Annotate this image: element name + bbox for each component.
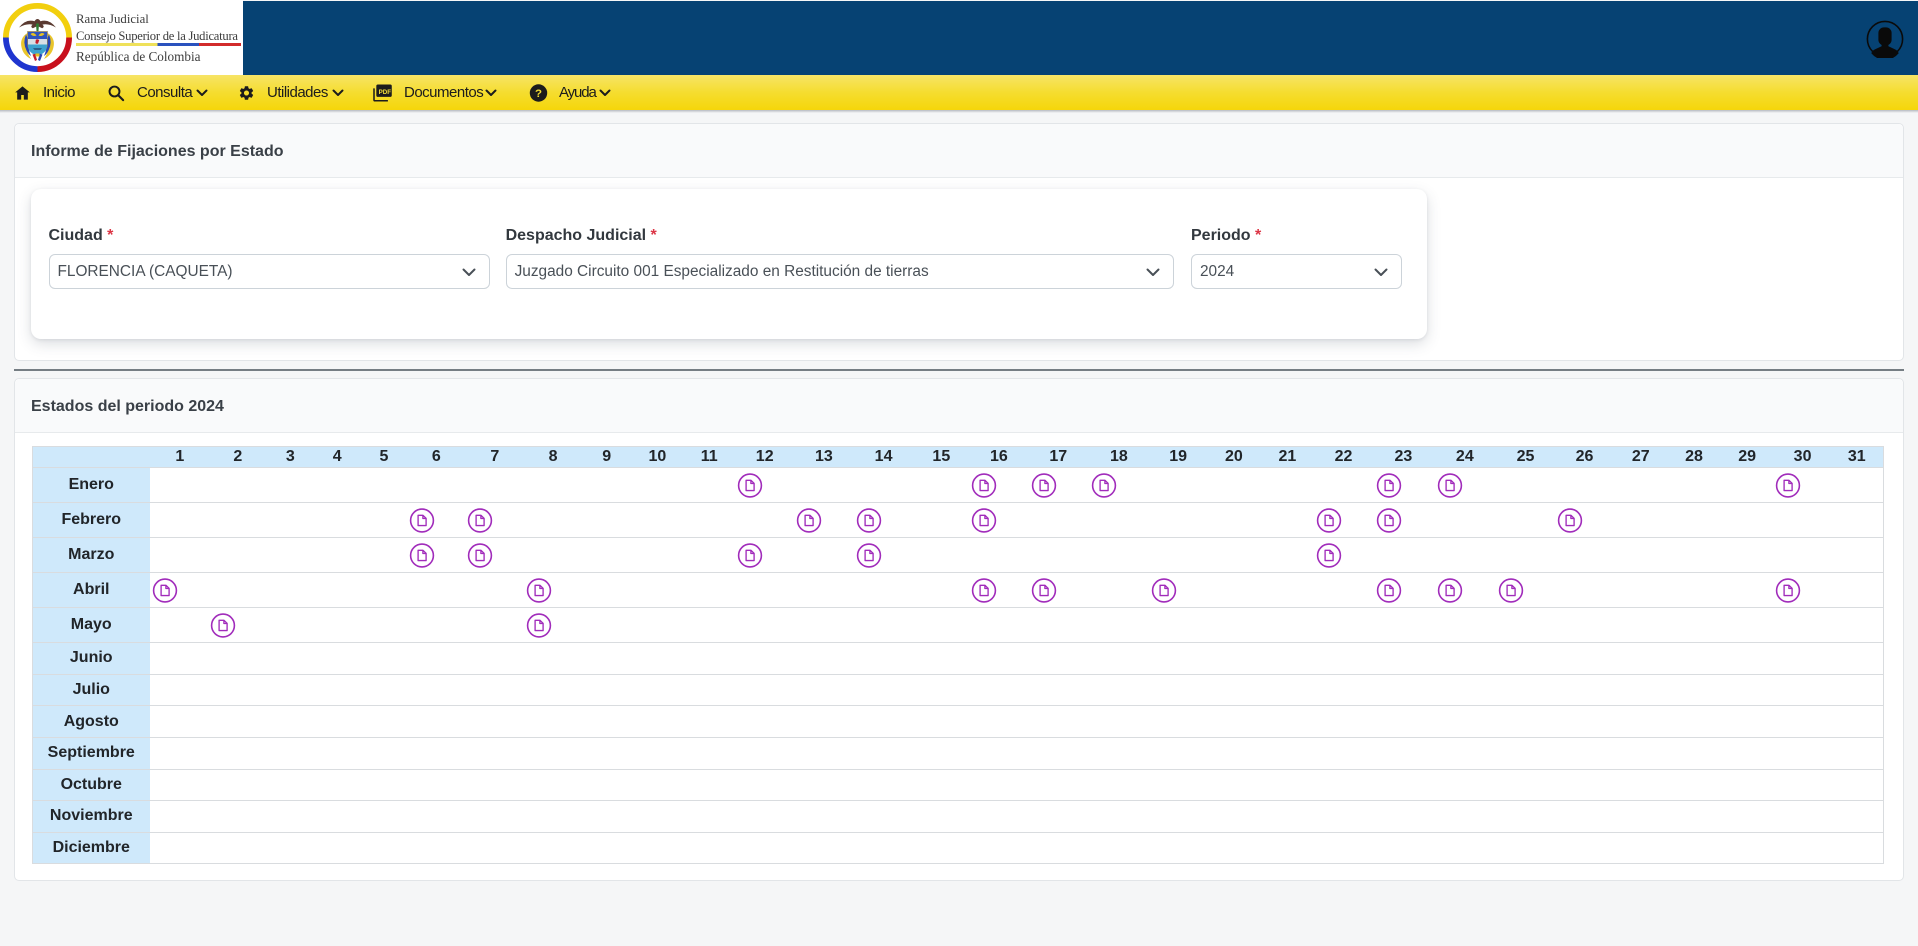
svg-text:PDF: PDF — [379, 88, 392, 95]
svg-text:?: ? — [535, 87, 542, 99]
